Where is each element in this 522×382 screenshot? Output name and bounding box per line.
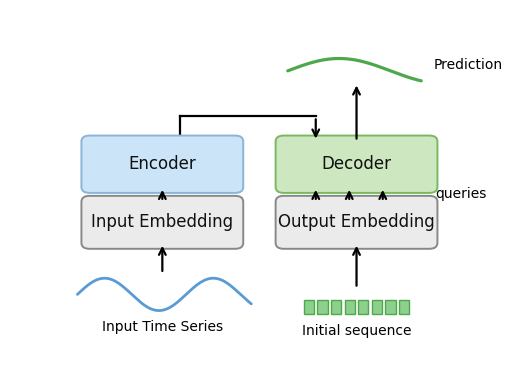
Text: Input Time Series: Input Time Series <box>102 320 223 334</box>
Text: Output Embedding: Output Embedding <box>278 213 435 231</box>
Text: Input Embedding: Input Embedding <box>91 213 233 231</box>
Text: queries: queries <box>435 188 487 201</box>
FancyBboxPatch shape <box>276 196 437 249</box>
Text: Prediction: Prediction <box>433 58 503 72</box>
FancyBboxPatch shape <box>276 136 437 193</box>
FancyBboxPatch shape <box>81 196 243 249</box>
FancyBboxPatch shape <box>385 300 396 314</box>
Text: Decoder: Decoder <box>322 155 392 173</box>
Text: Encoder: Encoder <box>128 155 196 173</box>
FancyBboxPatch shape <box>372 300 382 314</box>
FancyBboxPatch shape <box>399 300 409 314</box>
FancyBboxPatch shape <box>81 136 243 193</box>
Text: Initial sequence: Initial sequence <box>302 324 411 338</box>
FancyBboxPatch shape <box>345 300 355 314</box>
FancyBboxPatch shape <box>331 300 341 314</box>
FancyBboxPatch shape <box>304 300 314 314</box>
FancyBboxPatch shape <box>317 300 328 314</box>
FancyBboxPatch shape <box>358 300 369 314</box>
